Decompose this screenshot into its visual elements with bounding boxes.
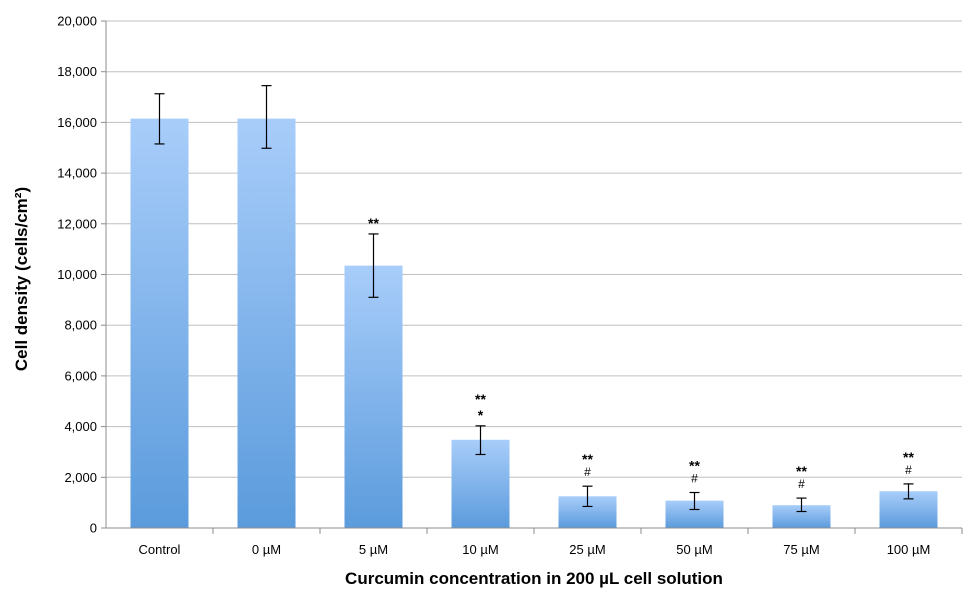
- error-bar: [903, 483, 914, 500]
- bar: [130, 118, 189, 528]
- y-tick-label: 0: [90, 521, 97, 536]
- bar: [344, 265, 403, 528]
- error-bar: [689, 491, 700, 511]
- significance-label: **: [903, 449, 914, 465]
- error-bars: [154, 85, 914, 513]
- y-tick-label: 14,000: [57, 166, 97, 181]
- x-tick-label: 10 µM: [462, 542, 498, 557]
- significance-label: *: [478, 407, 484, 423]
- error-bar: [475, 425, 486, 456]
- y-tick-label: 6,000: [64, 368, 97, 383]
- significance-annotations: *****#**#**#** #**: [368, 215, 914, 491]
- y-axis-ticks: 0 2,000 4,000 6,000 8,000 10,000 12,000 14,000 1…: [57, 14, 106, 536]
- significance-label: #: [691, 472, 698, 486]
- bars: [130, 118, 938, 528]
- x-tick-label: 25 µM: [569, 542, 605, 557]
- y-tick-label: 16,000: [57, 115, 97, 130]
- x-tick-label: 100 µM: [887, 542, 931, 557]
- error-bar: [582, 485, 593, 508]
- significance-label: **: [582, 451, 593, 467]
- y-tick-label: 4,000: [64, 419, 97, 434]
- significance-label: **: [475, 391, 486, 407]
- x-tick-label: 75 µM: [783, 542, 819, 557]
- bar: [237, 118, 296, 528]
- x-tick-label: 0 µM: [252, 542, 281, 557]
- y-tick-label: 8,000: [64, 318, 97, 333]
- significance-label: #: [584, 465, 591, 479]
- bar: [772, 505, 831, 528]
- x-tick-label: Control: [139, 542, 181, 557]
- x-tick-label: 5 µM: [359, 542, 388, 557]
- y-axis-title: Cell density (cells/cm²): [12, 187, 31, 371]
- x-tick-label: 50 µM: [676, 542, 712, 557]
- error-bar: [796, 497, 807, 513]
- error-bar: [154, 93, 165, 145]
- significance-label: #: [905, 463, 912, 477]
- x-axis-title: Curcumin concentration in 200 µL cell so…: [345, 569, 723, 588]
- y-tick-label: 20,000: [57, 14, 97, 29]
- y-tick-label: 10,000: [57, 267, 97, 282]
- significance-label: #: [798, 477, 805, 491]
- significance-label: **: [796, 463, 807, 479]
- y-tick-label: 18,000: [57, 64, 97, 79]
- x-axis-ticks: Control 0 µM 5 µM 10 µM 25 µM 50 µM 75 µM 100 µ…: [139, 528, 963, 557]
- y-tick-label: 2,000: [64, 470, 97, 485]
- significance-label: **: [368, 215, 379, 231]
- error-bar: [261, 85, 272, 149]
- gridlines: [106, 20, 962, 478]
- significance-label: **: [689, 458, 700, 474]
- y-tick-label: 12,000: [57, 216, 97, 231]
- error-bar: [368, 233, 379, 298]
